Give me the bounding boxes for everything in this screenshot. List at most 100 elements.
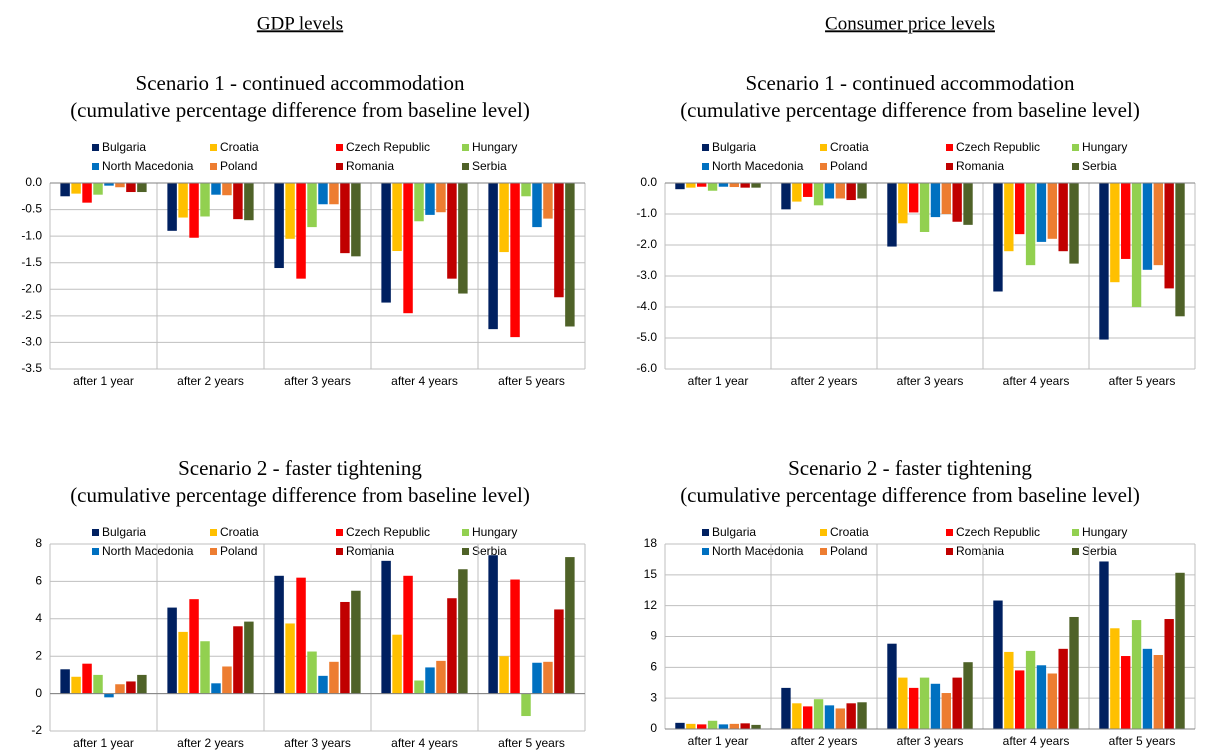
- bar: [510, 579, 520, 694]
- chart-subtitle: (cumulative percentage difference from b…: [70, 98, 530, 122]
- bar: [499, 183, 509, 253]
- chart-title: Scenario 2 - faster tightening: [788, 456, 1032, 480]
- bar: [857, 183, 867, 199]
- bar: [71, 676, 81, 694]
- bar: [425, 183, 435, 215]
- legend-swatch: [462, 163, 469, 170]
- bar: [1069, 616, 1079, 729]
- y-tick-label: -2.0: [21, 281, 42, 295]
- bar: [222, 183, 232, 196]
- y-tick-label: -1.0: [21, 228, 42, 242]
- bar: [751, 183, 761, 188]
- y-tick-label: -2.5: [21, 308, 42, 322]
- bar: [104, 183, 114, 186]
- bar: [1142, 183, 1153, 270]
- bar: [340, 183, 350, 254]
- bar: [189, 599, 199, 694]
- bar: [233, 626, 243, 694]
- legend-label: North Macedonia: [102, 159, 194, 173]
- bar: [846, 703, 856, 729]
- legend-label: Romania: [346, 544, 394, 558]
- bar: [499, 656, 509, 694]
- bar: [686, 723, 696, 729]
- bar: [178, 631, 188, 694]
- x-tick-label: after 3 years: [897, 734, 964, 748]
- bar: [244, 621, 254, 694]
- bar: [930, 683, 941, 729]
- bar: [392, 634, 402, 694]
- bar: [813, 183, 824, 206]
- x-tick-label: after 3 years: [897, 374, 964, 388]
- bar: [222, 666, 232, 694]
- bar: [167, 607, 177, 694]
- legend-swatch: [946, 144, 953, 151]
- x-tick-label: after 1 year: [73, 374, 134, 388]
- bar: [521, 693, 531, 717]
- bar: [835, 183, 845, 199]
- bar: [675, 183, 685, 190]
- bar: [329, 183, 339, 205]
- bar: [1131, 183, 1142, 307]
- y-tick-label: 2: [35, 648, 42, 662]
- y-tick-label: -3.5: [21, 361, 42, 375]
- x-tick-label: after 5 years: [1109, 374, 1176, 388]
- legend-label: Croatia: [830, 140, 869, 154]
- legend-swatch: [210, 529, 217, 536]
- bar: [543, 661, 553, 694]
- bar: [565, 557, 575, 694]
- chart-title: Scenario 1 - continued accommodation: [136, 71, 465, 95]
- legend-label: Romania: [346, 159, 394, 173]
- bar: [824, 705, 835, 729]
- legend-swatch: [92, 144, 99, 151]
- bar: [60, 183, 70, 197]
- bar: [1099, 561, 1109, 729]
- bar: [414, 183, 424, 222]
- bar: [211, 683, 221, 694]
- bar: [751, 724, 761, 729]
- legend-swatch: [462, 548, 469, 555]
- bar: [792, 703, 802, 729]
- legend-swatch: [702, 529, 709, 536]
- y-tick-label: -2: [31, 723, 42, 737]
- legend-label: Serbia: [1082, 159, 1117, 173]
- bar: [510, 183, 520, 338]
- y-tick-label: 0.0: [640, 175, 657, 189]
- bar: [115, 183, 125, 188]
- bar: [803, 183, 813, 197]
- bar: [887, 183, 897, 247]
- bar: [697, 724, 707, 729]
- y-tick-label: 9: [650, 629, 657, 643]
- bar: [351, 183, 361, 257]
- legend-swatch: [1072, 548, 1079, 555]
- bar: [167, 183, 177, 231]
- bar: [941, 183, 951, 214]
- bar: [126, 681, 136, 694]
- bar: [60, 669, 70, 694]
- y-tick-label: -4.0: [636, 299, 657, 313]
- bar: [340, 601, 350, 694]
- bar: [1175, 183, 1185, 317]
- bar: [898, 677, 908, 729]
- bar: [1175, 572, 1185, 729]
- bar: [803, 706, 813, 729]
- bar: [792, 183, 802, 202]
- y-tick-label: -1.0: [636, 206, 657, 220]
- y-tick-label: 3: [650, 690, 657, 704]
- legend-label: Serbia: [472, 159, 507, 173]
- legend-label: Hungary: [1082, 525, 1127, 539]
- legend-label: Hungary: [472, 525, 517, 539]
- legend-label: Poland: [830, 159, 867, 173]
- bar: [919, 183, 930, 232]
- bar: [447, 598, 457, 694]
- y-tick-label: 6: [650, 660, 657, 674]
- x-tick-label: after 4 years: [1003, 374, 1070, 388]
- bar: [392, 183, 402, 252]
- legend-swatch: [820, 144, 827, 151]
- bar: [941, 693, 951, 729]
- bar: [1110, 183, 1120, 283]
- legend-swatch: [820, 163, 827, 170]
- bar: [675, 722, 685, 729]
- bar: [554, 609, 564, 694]
- bar: [1025, 183, 1036, 266]
